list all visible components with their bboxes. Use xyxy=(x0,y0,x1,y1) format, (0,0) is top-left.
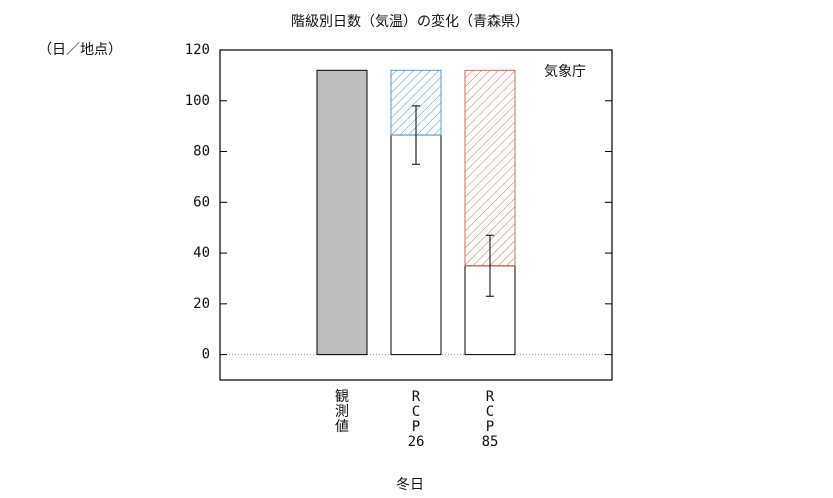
bar xyxy=(390,134,442,356)
error-bar xyxy=(412,105,420,165)
y-tick-label: 20 xyxy=(193,296,210,312)
x-tick-label: R xyxy=(412,389,421,405)
x-tick-label: 値 xyxy=(335,419,349,435)
y-tick-label: 0 xyxy=(202,347,210,363)
error-bar xyxy=(486,234,494,297)
bar xyxy=(316,69,368,356)
x-tick-label: 測 xyxy=(335,404,349,420)
y-tick-label: 120 xyxy=(185,42,210,58)
annotation: 気象庁 xyxy=(544,64,586,80)
x-tick-label: R xyxy=(486,389,495,405)
x-tick-label: C xyxy=(412,404,420,420)
x-label: 冬日 xyxy=(396,477,424,493)
x-tick-label: P xyxy=(412,419,420,435)
x-tick-label: 26 xyxy=(408,434,425,450)
y-label: （日／地点） xyxy=(38,42,122,58)
plot-frame xyxy=(219,49,613,381)
y-tick-label: 40 xyxy=(193,245,210,261)
chart-title: 階級別日数（気温）の変化（青森県） xyxy=(291,13,529,30)
x-tick-label: C xyxy=(486,404,494,420)
y-tick-label: 60 xyxy=(193,194,210,210)
y-tick-label: 80 xyxy=(193,144,210,160)
x-tick-label: P xyxy=(486,419,494,435)
x-tick-label: 観 xyxy=(335,388,349,405)
x-tick-label: 85 xyxy=(482,434,499,450)
y-tick-label: 100 xyxy=(185,93,210,109)
